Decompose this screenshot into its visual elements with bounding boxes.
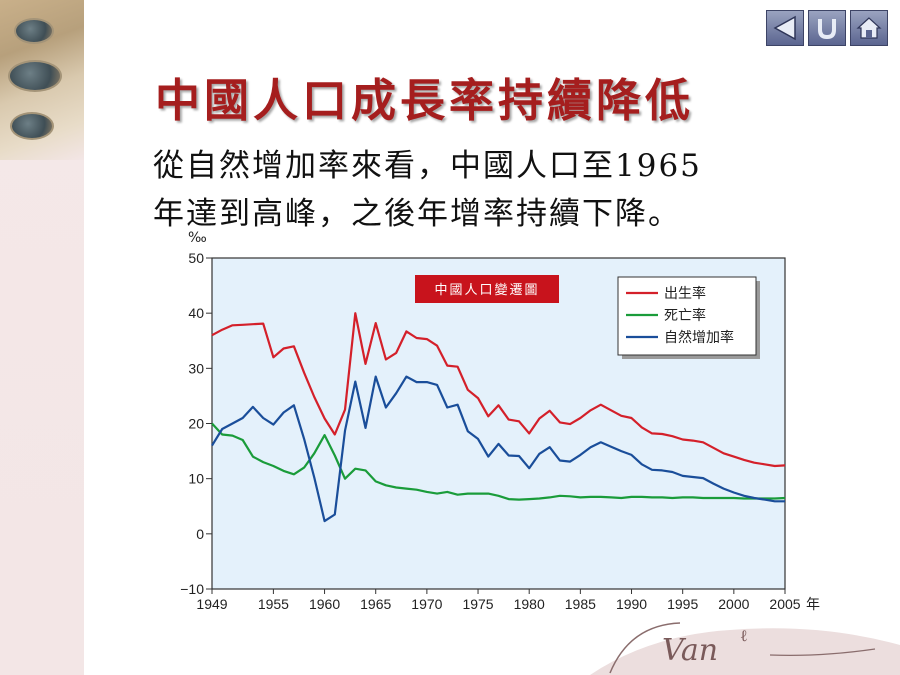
x-axis-unit: 年 [806,597,820,613]
series-line-1 [211,312,786,468]
x-tick-label: 1970 [411,596,442,612]
home-button[interactable] [850,10,888,46]
x-tick-label: 1975 [462,596,493,612]
x-tick-label: 1990 [616,596,647,612]
y-tick-label: 50 [188,250,204,266]
y-tick-label: 0 [196,526,204,542]
signature-decoration: Van ℓ [590,622,900,675]
x-tick-label: 1955 [258,596,289,612]
legend-box [617,276,757,356]
subtitle-line-2: 年達到高峰，之後年增率持續下降。 [153,196,681,232]
return-icon [818,19,836,40]
return-button[interactable] [808,10,846,46]
chart-title-box [415,275,559,303]
y-tick-label: 10 [188,471,204,487]
x-tick-label: 1949 [196,596,227,612]
legend-label-1: 出生率 [664,285,706,302]
home-icon [856,17,882,39]
x-tick-label: 2005 [769,596,800,612]
series-line-2 [211,422,786,501]
x-tick-label: 1995 [667,596,698,612]
back-button[interactable] [766,10,804,46]
y-tick-label: 30 [188,360,204,376]
y-tick-label: 20 [188,416,204,432]
decorative-photo [0,0,84,160]
y-axis-unit: ‰ [188,230,207,246]
y-tick-label: 40 [188,305,204,321]
subtitle-text: 從自然增加率來看，中國人口至1965 年達到高峰，之後年增率持續下降。 [153,142,813,238]
chart-title: 中國人口變遷圖 [434,282,539,298]
series-line-3 [211,375,785,523]
back-arrow-icon [773,15,796,41]
x-tick-label: 1965 [360,596,391,612]
signature-text: Van [662,633,718,668]
x-tick-label: 1985 [565,596,596,612]
population-chart: −10 0 10 20 30 40 50 1949 1955 1960 1965 1970 1975 19… [180,230,820,613]
y-tick-label: −10 [180,581,204,597]
legend-label-2: 死亡率 [664,307,706,324]
x-tick-label: 1960 [309,596,340,612]
legend-label-3: 自然增加率 [664,329,734,346]
navigation-buttons [766,10,888,46]
x-tick-label: 2000 [718,596,749,612]
signature-flourish: ℓ [740,626,748,645]
page-title: 中國人口成長率持續降低 [155,74,695,127]
subtitle-line-1: 從自然增加率來看，中國人口至1965 [153,148,702,184]
x-tick-label: 1980 [514,596,545,612]
